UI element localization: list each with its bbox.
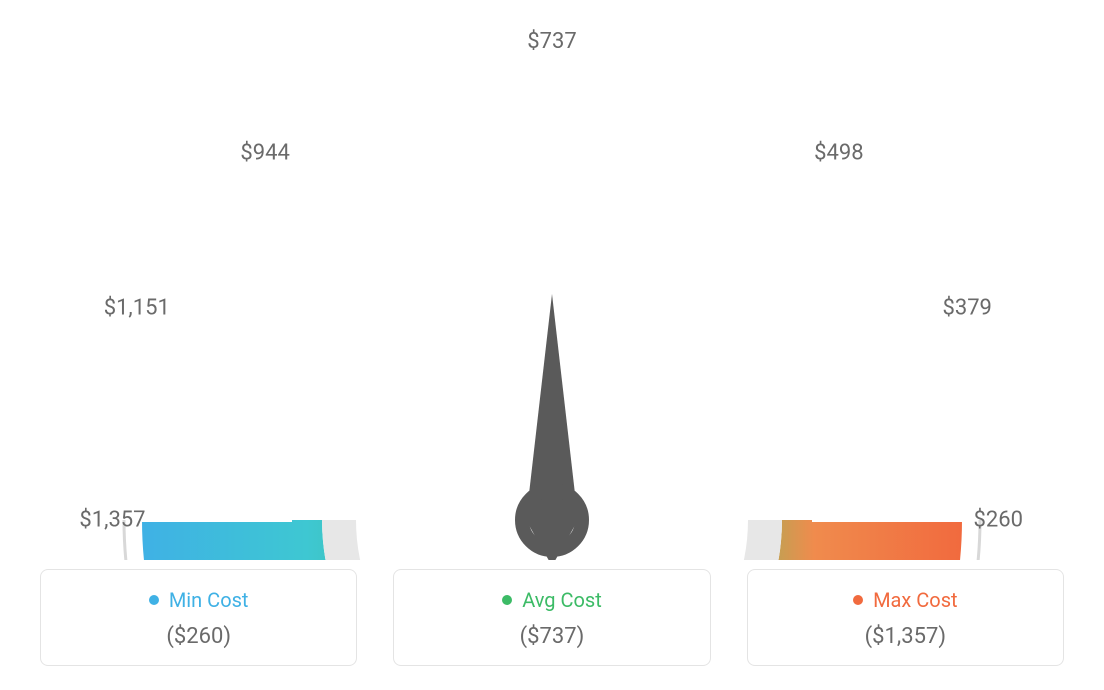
legend-title-min: Min Cost [149,588,249,612]
gauge-tick-major [300,197,392,315]
gauge-tick-label: $1,151 [104,296,170,321]
gauge-tick-minor [650,132,686,236]
gauge-svg [52,40,1052,560]
gauge-tick-label: $379 [942,296,991,321]
gauge-tick-label: $498 [814,140,863,165]
gauge-tick-major [712,197,804,315]
gauge-tick-minor [236,259,321,329]
legend-title-text: Avg Cost [522,588,602,612]
legend-value-min: ($260) [166,624,231,649]
legend-title-text: Max Cost [873,588,958,612]
gauge-tick-minor [783,259,868,329]
dot-icon [149,595,159,605]
gauge-tick-major [784,334,918,402]
gauge-tick-minor [153,424,260,450]
gauge-tick-minor [844,424,951,450]
legend-value-avg: ($737) [520,624,585,649]
dot-icon [502,595,512,605]
legend-title-avg: Avg Cost [502,588,602,612]
legend-title-max: Max Cost [853,588,958,612]
legend-card-avg: Avg Cost ($737) [393,569,710,666]
gauge-tick-label: $1,357 [79,508,145,533]
gauge-tick-major [187,334,321,402]
legend-value-max: ($1,357) [865,624,946,649]
gauge-tick-label: $944 [240,140,289,165]
legend-card-max: Max Cost ($1,357) [747,569,1064,666]
cost-gauge: $260$379$498$737$944$1,151$1,357 [52,40,1052,560]
dot-icon [853,595,863,605]
gauge-tick-label: $737 [527,29,576,54]
legend-card-min: Min Cost ($260) [40,569,357,666]
legend-title-text: Min Cost [169,588,249,612]
gauge-needle [526,294,578,560]
gauge-tick-label: $260 [973,508,1022,533]
legend-row: Min Cost ($260) Avg Cost ($737) Max Cost… [0,569,1104,666]
gauge-tick-minor [419,132,455,236]
